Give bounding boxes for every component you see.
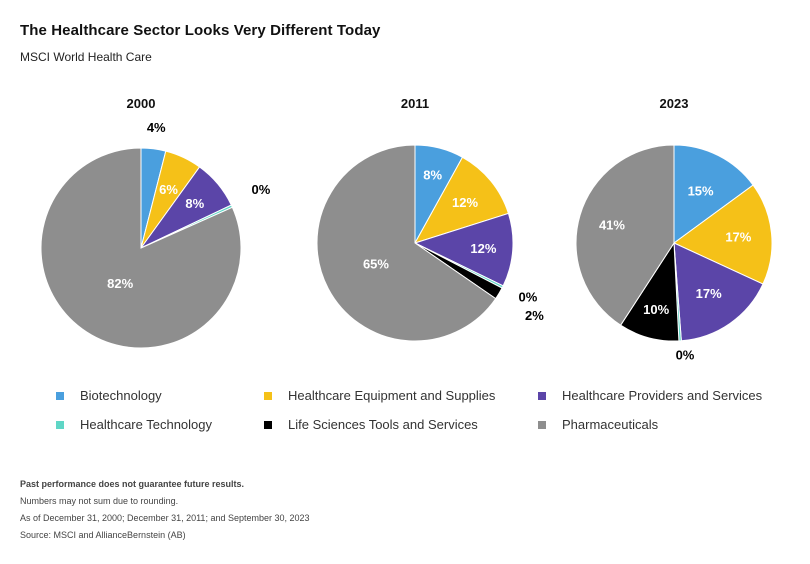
legend-label-equipment: Healthcare Equipment and Supplies — [288, 388, 496, 403]
pie-2023-slice-providers — [673, 242, 764, 342]
pie-2000-label-equipment: 6% — [159, 182, 178, 197]
pie-2000-label-biotechnology: 4% — [147, 120, 166, 135]
pie-2011-label-biotechnology: 8% — [423, 168, 442, 183]
note-source: Source: MSCI and AllianceBernstein (AB) — [20, 530, 186, 540]
legend-label-pharmaceuticals: Pharmaceuticals — [562, 417, 659, 432]
note-as-of: As of December 31, 2000; December 31, 20… — [20, 513, 310, 523]
legend-swatch-life-sciences — [264, 420, 272, 429]
pie-2023-slice-biotechnology — [673, 144, 754, 244]
legend: Biotechnology Healthcare Equipment and S… — [0, 388, 810, 448]
pie-2023-label-technology: 0% — [676, 348, 695, 363]
pie-2023-label-providers: 17% — [696, 286, 722, 301]
pie-2023-slice-equipment — [673, 184, 773, 285]
pie-2011-label-equipment: 12% — [452, 195, 478, 210]
legend-item-biotechnology: Biotechnology — [56, 388, 162, 403]
legend-swatch-biotechnology — [56, 391, 64, 400]
pie-2011-label-life-sciences: 2% — [525, 308, 544, 323]
footnotes: Past performance does not guarantee futu… — [20, 476, 310, 544]
chart-title: The Healthcare Sector Looks Very Differe… — [20, 22, 381, 39]
pie-2000-label-technology: 0% — [251, 182, 270, 197]
legend-label-technology: Healthcare Technology — [80, 417, 213, 432]
legend-swatch-technology — [56, 420, 64, 429]
pie-2011-label-providers: 12% — [470, 241, 496, 256]
pie-title-2000: 2000 — [127, 96, 156, 111]
legend-label-biotechnology: Biotechnology — [80, 388, 162, 403]
legend-item-technology: Healthcare Technology — [56, 417, 212, 432]
legend-item-equipment: Healthcare Equipment and Supplies — [264, 388, 495, 403]
legend-label-life-sciences: Life Sciences Tools and Services — [288, 417, 478, 432]
pie-2023-label-equipment: 17% — [725, 230, 751, 245]
pie-2011-slice-pharmaceuticals — [316, 144, 497, 342]
pie-2000-label-pharmaceuticals: 82% — [107, 276, 133, 291]
legend-item-pharmaceuticals: Pharmaceuticals — [538, 417, 658, 432]
pie-2023-slice-pharmaceuticals — [575, 144, 675, 326]
pie-2011-slice-providers — [413, 212, 514, 287]
legend-label-providers: Healthcare Providers and Services — [562, 388, 763, 403]
pie-2000-slice-pharmaceuticals — [40, 147, 242, 349]
pie-2023-label-life-sciences: 10% — [643, 302, 669, 317]
pie-2011-slice-equipment — [413, 156, 510, 244]
legend-item-life-sciences: Life Sciences Tools and Services — [264, 417, 478, 432]
pie-2011-label-pharmaceuticals: 65% — [363, 257, 389, 272]
pie-title-2011: 2011 — [401, 96, 429, 111]
pie-2000-label-providers: 8% — [185, 196, 204, 211]
legend-swatch-pharmaceuticals — [538, 420, 546, 429]
pie-2023-label-pharmaceuticals: 41% — [599, 218, 625, 233]
note-disclaimer: Past performance does not guarantee futu… — [20, 479, 245, 489]
pie-2011-label-technology: 0% — [518, 290, 537, 305]
legend-swatch-providers — [538, 391, 546, 400]
legend-swatch-equipment — [264, 391, 272, 400]
pie-2023-label-biotechnology: 15% — [688, 184, 714, 199]
chart-subtitle: MSCI World Health Care — [20, 50, 152, 64]
pie-charts: 2000 4% 6% 8% 0% 82% 2011 8% 12% 12% 0% 2% 65% 2023 15… — [40, 96, 773, 363]
pie-title-2023: 2023 — [660, 96, 689, 111]
note-rounding: Numbers may not sum due to rounding. — [20, 496, 179, 506]
legend-item-providers: Healthcare Providers and Services — [538, 388, 762, 403]
